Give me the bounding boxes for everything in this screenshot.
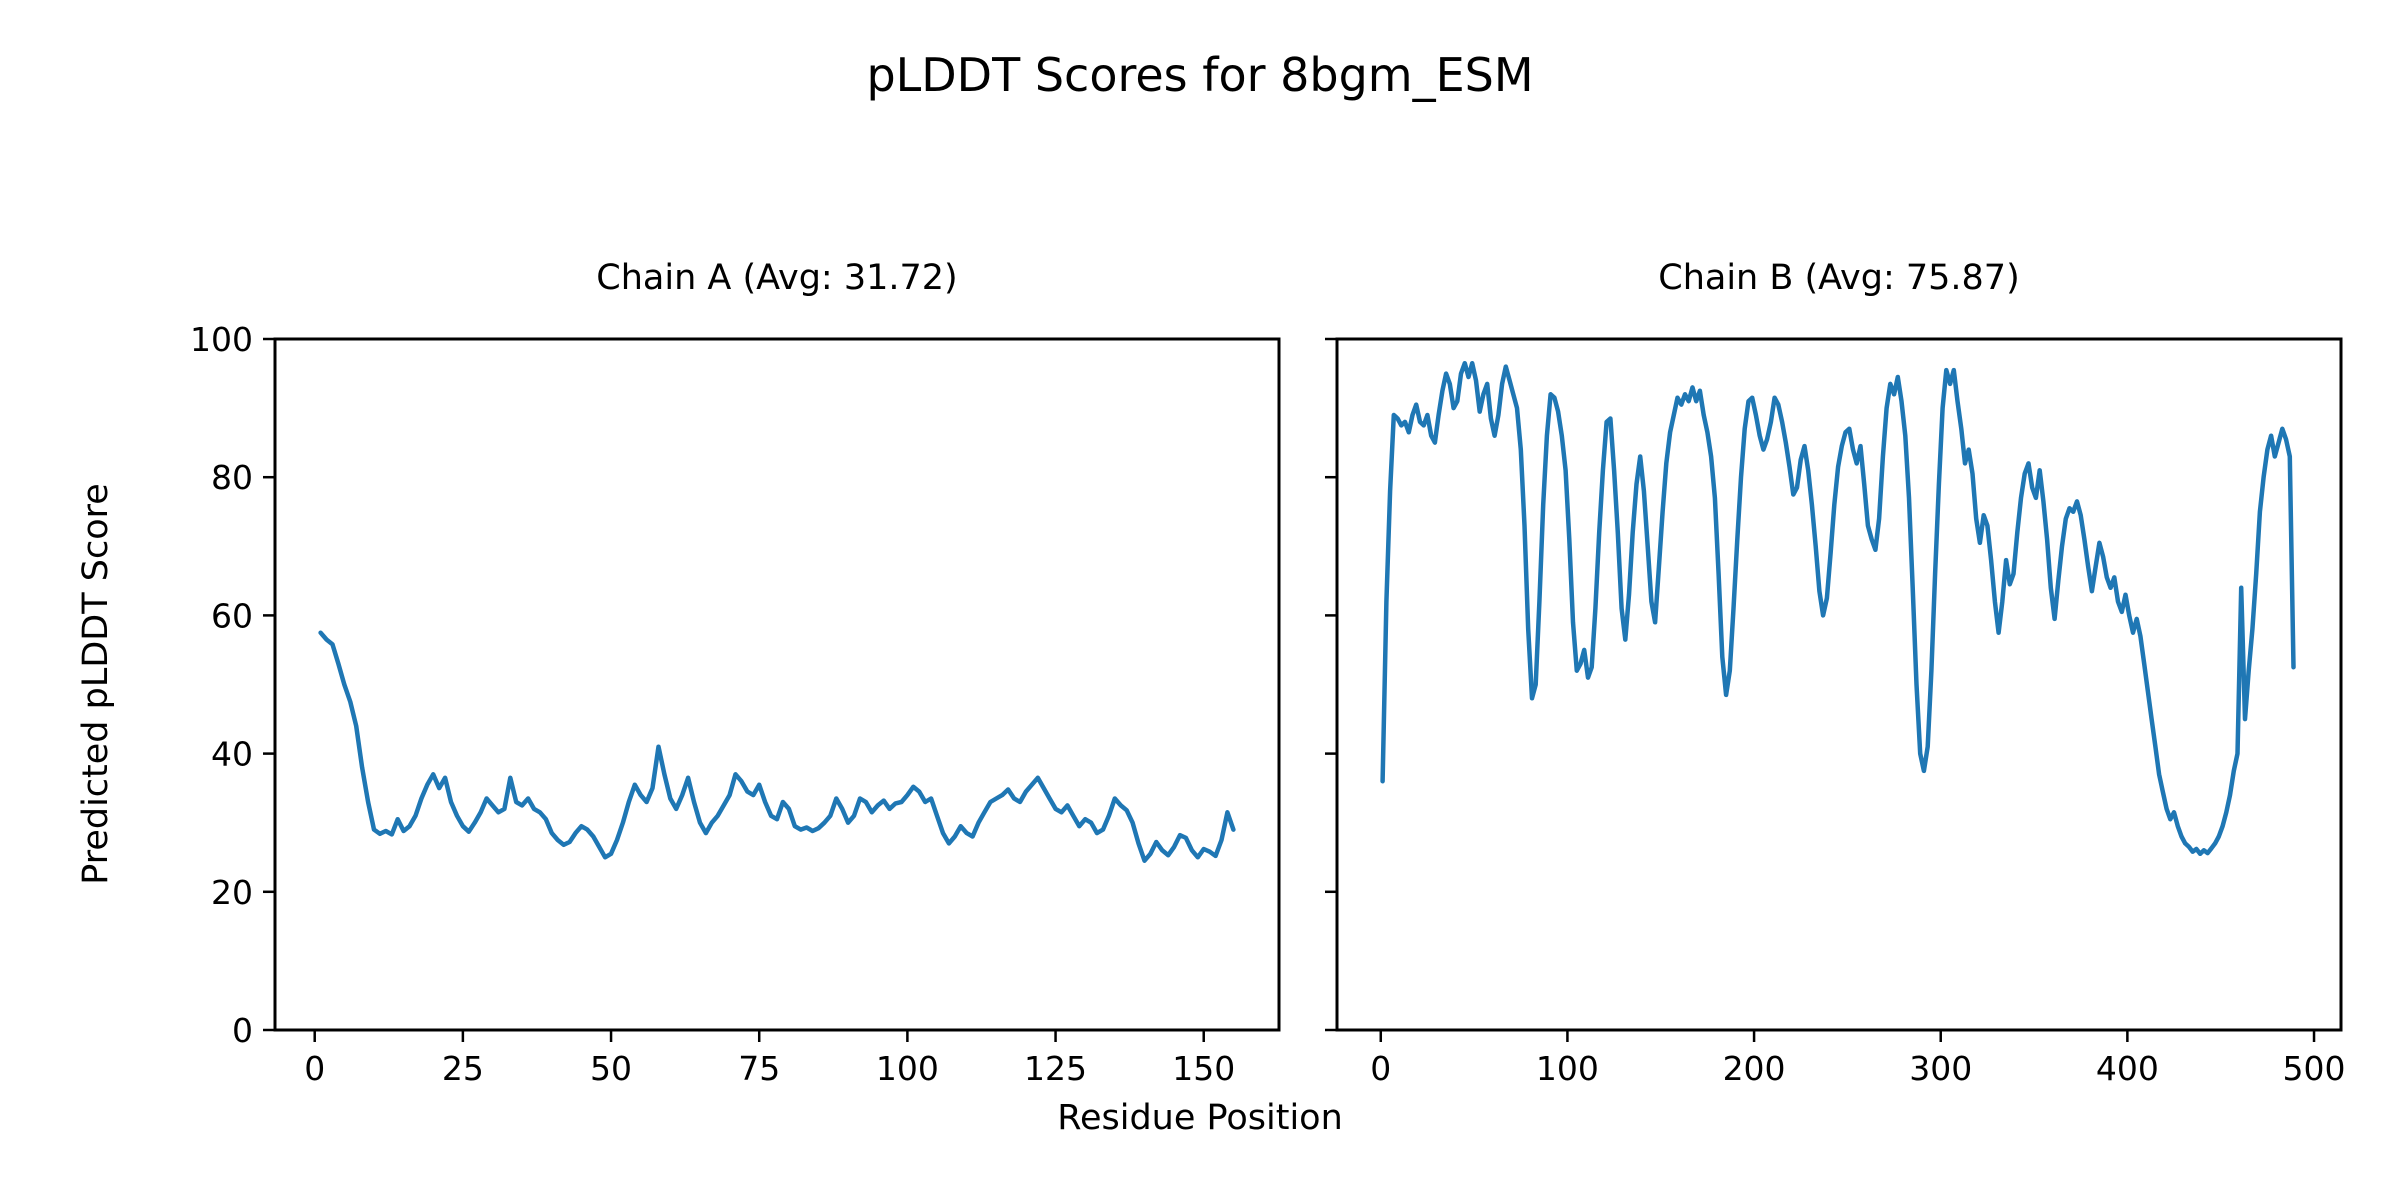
y-tick-label: 20 bbox=[211, 873, 253, 912]
x-tick-label: 150 bbox=[1172, 1049, 1235, 1088]
chain-a-plot: 0 25 50 75 100 125 150 0 20 40 60 80 100 bbox=[190, 320, 1281, 1088]
x-tick-label: 25 bbox=[442, 1049, 484, 1088]
chain-a-canvas: 0 25 50 75 100 125 150 0 20 40 60 80 100 bbox=[190, 320, 1281, 1088]
x-tick-label: 200 bbox=[1723, 1049, 1786, 1088]
x-axis-label: Residue Position bbox=[1057, 1098, 1343, 1138]
x-tick-label: 75 bbox=[738, 1049, 780, 1088]
x-tick-label: 0 bbox=[304, 1049, 325, 1088]
x-tick-label: 100 bbox=[1536, 1049, 1599, 1088]
y-tick-label: 80 bbox=[211, 458, 253, 497]
x-tick-label: 125 bbox=[1024, 1049, 1087, 1088]
axes-spines bbox=[273, 337, 1281, 1032]
x-tick-label: 50 bbox=[590, 1049, 632, 1088]
x-tick-label: 500 bbox=[2283, 1049, 2346, 1088]
x-tick-label: 0 bbox=[1370, 1049, 1391, 1088]
x-tick-label: 400 bbox=[2096, 1049, 2159, 1088]
y-axis-label: Predicted pLDDT Score bbox=[76, 483, 116, 885]
axes-spines bbox=[1335, 337, 2343, 1032]
plddt-line bbox=[1380, 360, 2296, 857]
chain-b-plot: 0 100 200 300 400 500 bbox=[1325, 337, 2346, 1088]
y-tick-label: 100 bbox=[190, 320, 253, 359]
chain-b-canvas: 0 100 200 300 400 500 bbox=[1325, 337, 2346, 1088]
y-tick-label: 60 bbox=[211, 596, 253, 635]
y-tick-label: 0 bbox=[232, 1011, 253, 1050]
plddt-line bbox=[318, 630, 1236, 863]
chain-b-title: Chain B (Avg: 75.87) bbox=[1658, 258, 2020, 298]
x-tick-label: 100 bbox=[876, 1049, 939, 1088]
figure-title: pLDDT Scores for 8bgm_ESM bbox=[866, 48, 1534, 102]
chain-a-title: Chain A (Avg: 31.72) bbox=[596, 258, 958, 298]
x-tick-label: 300 bbox=[1909, 1049, 1972, 1088]
y-tick-label: 40 bbox=[211, 735, 253, 774]
